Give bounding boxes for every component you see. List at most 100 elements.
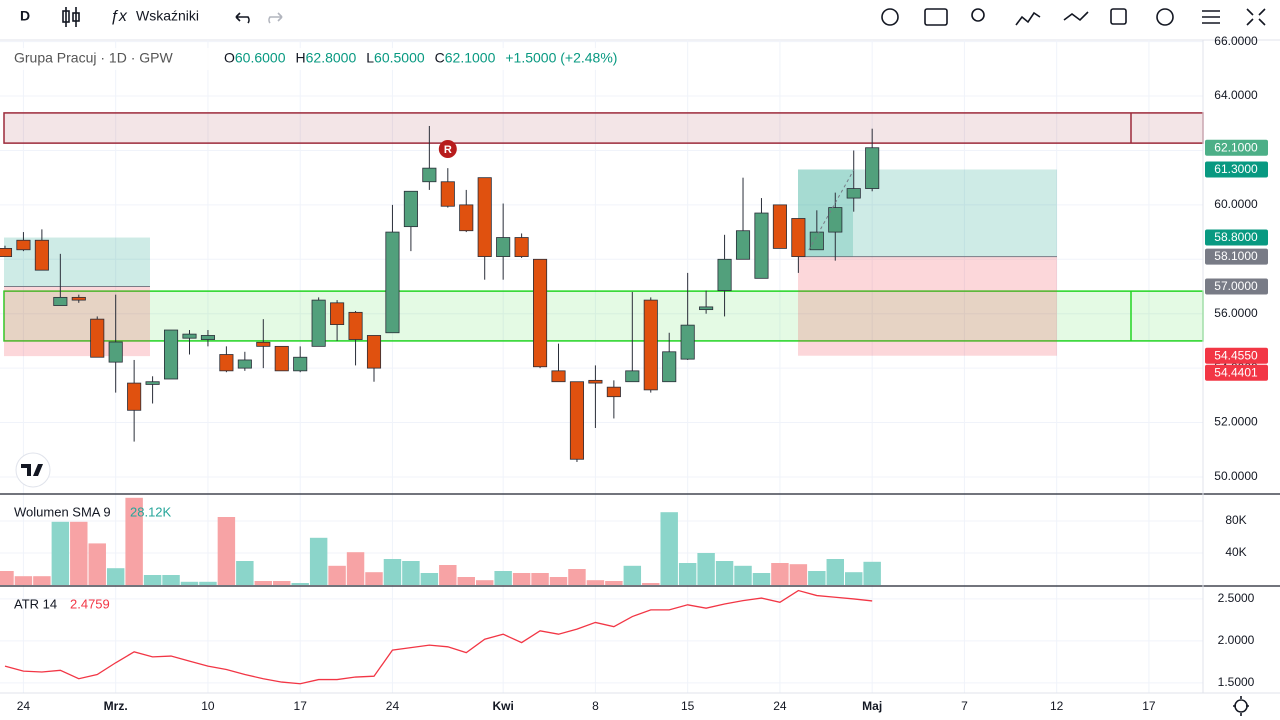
- candle-body: [717, 258, 732, 291]
- axis-settings-icon[interactable]: [1233, 696, 1249, 716]
- candle-body: [440, 181, 455, 207]
- x-tick-label: Kwi: [492, 699, 513, 713]
- candle-body: [828, 207, 843, 233]
- toolbar: D ƒx Wskaźniki: [20, 7, 1266, 27]
- ohlc-value: 62.1000: [445, 50, 496, 66]
- x-tick-label: Maj: [862, 699, 882, 713]
- candle-body: [496, 237, 511, 257]
- candle-body: [34, 239, 49, 271]
- indicators-button[interactable]: Wskaźniki: [136, 8, 199, 24]
- volume-bar: [808, 571, 826, 585]
- volume-bar: [475, 580, 494, 585]
- price-badge: [1205, 139, 1268, 156]
- fx-icon[interactable]: ƒx: [110, 8, 128, 25]
- y-tick-label: 60.0000: [1214, 197, 1258, 211]
- candle-body: [330, 302, 345, 325]
- volume-bar: [734, 565, 752, 585]
- y-tick-label: 80K: [1225, 513, 1246, 527]
- candle-body: [809, 231, 824, 251]
- volume-bar: [143, 575, 162, 585]
- price-badge: [1205, 278, 1268, 295]
- interval-button[interactable]: D: [20, 8, 30, 24]
- volume-legend: Wolumen SMA 9: [14, 504, 111, 519]
- candle-body: [256, 341, 271, 347]
- price-badge: [1205, 161, 1268, 178]
- settings-icon[interactable]: [881, 8, 899, 26]
- alert-icon[interactable]: [1063, 11, 1089, 22]
- x-tick-label: 17: [1142, 699, 1156, 713]
- volume-bar: [180, 581, 199, 585]
- object-tree-icon[interactable]: [1202, 10, 1220, 24]
- compare-icon[interactable]: [1015, 11, 1041, 26]
- candle-body: [588, 379, 603, 384]
- price-badge-label: 58.8000: [1214, 230, 1258, 244]
- legend: Grupa Pracuj · 1D · GPW O 60.6000 H 62.8000…: [8, 48, 633, 70]
- candle-body: [625, 370, 640, 383]
- volume-bar: [642, 583, 660, 585]
- x-tick-label: 7: [961, 699, 968, 713]
- volume-bar: [217, 517, 236, 585]
- ohlc-value: 62.8000: [306, 50, 357, 66]
- logo: [21, 464, 43, 476]
- price-badge-label: 57.0000: [1214, 279, 1258, 293]
- volume-bar: [549, 577, 568, 585]
- volume-bar: [420, 573, 439, 585]
- candle-body: [219, 354, 234, 372]
- ohlc-key: L: [366, 50, 374, 66]
- volume-bar: [678, 563, 697, 585]
- y-tick-label: 64.0000: [1214, 88, 1258, 102]
- price-badge: [1205, 364, 1268, 381]
- volume-bar: [125, 497, 143, 585]
- redo-icon[interactable]: [268, 12, 283, 24]
- loss-area: [798, 256, 1057, 356]
- snapshot-icon[interactable]: [924, 8, 948, 26]
- save-icon[interactable]: [1110, 8, 1127, 25]
- candle-body: [680, 324, 695, 360]
- y-tick-label: 40K: [1225, 545, 1246, 559]
- undo-icon[interactable]: [235, 12, 250, 24]
- x-tick-label: Mrz.: [104, 699, 128, 713]
- volume-bar: [291, 583, 309, 585]
- ohlc-key: H: [296, 50, 306, 66]
- candle-body: [477, 177, 492, 257]
- candle-body: [182, 333, 197, 339]
- fullscreen-icon[interactable]: [1246, 8, 1266, 26]
- candle-body: [735, 230, 751, 260]
- candle-body: [865, 147, 880, 189]
- y-tick-label: 50.0000: [1214, 469, 1258, 483]
- candle-body: [422, 167, 437, 183]
- candle-body: [606, 386, 621, 398]
- candle-body: [662, 351, 677, 383]
- search-icon[interactable]: [971, 8, 985, 22]
- volume-bar: [328, 565, 346, 585]
- volume-bar: [365, 572, 383, 585]
- volume-bar: [199, 581, 217, 585]
- candle-body: [385, 231, 400, 334]
- candle-body: [16, 239, 31, 251]
- candle-body: [772, 204, 787, 249]
- price-badge-label: 54.4401: [1214, 365, 1258, 379]
- atr-line: [4, 589, 873, 685]
- marker-label: R: [444, 144, 452, 156]
- x-tick-label: 12: [1050, 699, 1064, 713]
- price-badge-label: 54.4550: [1214, 348, 1258, 362]
- volume-bar: [697, 553, 715, 585]
- plot-area: 24 Mrz. 10 17 24 Kwi 8 15 24 Maj 7 12 17 50.0000 52.00…: [0, 34, 1280, 713]
- zone: [3, 112, 1204, 144]
- volume-bar: [254, 581, 273, 585]
- candle-body: [163, 329, 179, 380]
- x-tick-label: 17: [294, 699, 308, 713]
- volume-bar: [771, 563, 789, 585]
- volume-bar: [402, 561, 420, 585]
- candle-body: [514, 237, 529, 257]
- candle-body: [791, 218, 806, 257]
- clock-icon[interactable]: [1156, 8, 1174, 26]
- candle-body: [569, 381, 585, 460]
- ohlc-key: O: [224, 50, 235, 66]
- chart-type-icon[interactable]: [62, 7, 80, 27]
- y-tick-label: 1.5000: [1218, 675, 1255, 689]
- candle-body: [699, 306, 714, 311]
- candle-body: [754, 212, 769, 279]
- x-tick-label: 15: [681, 699, 695, 713]
